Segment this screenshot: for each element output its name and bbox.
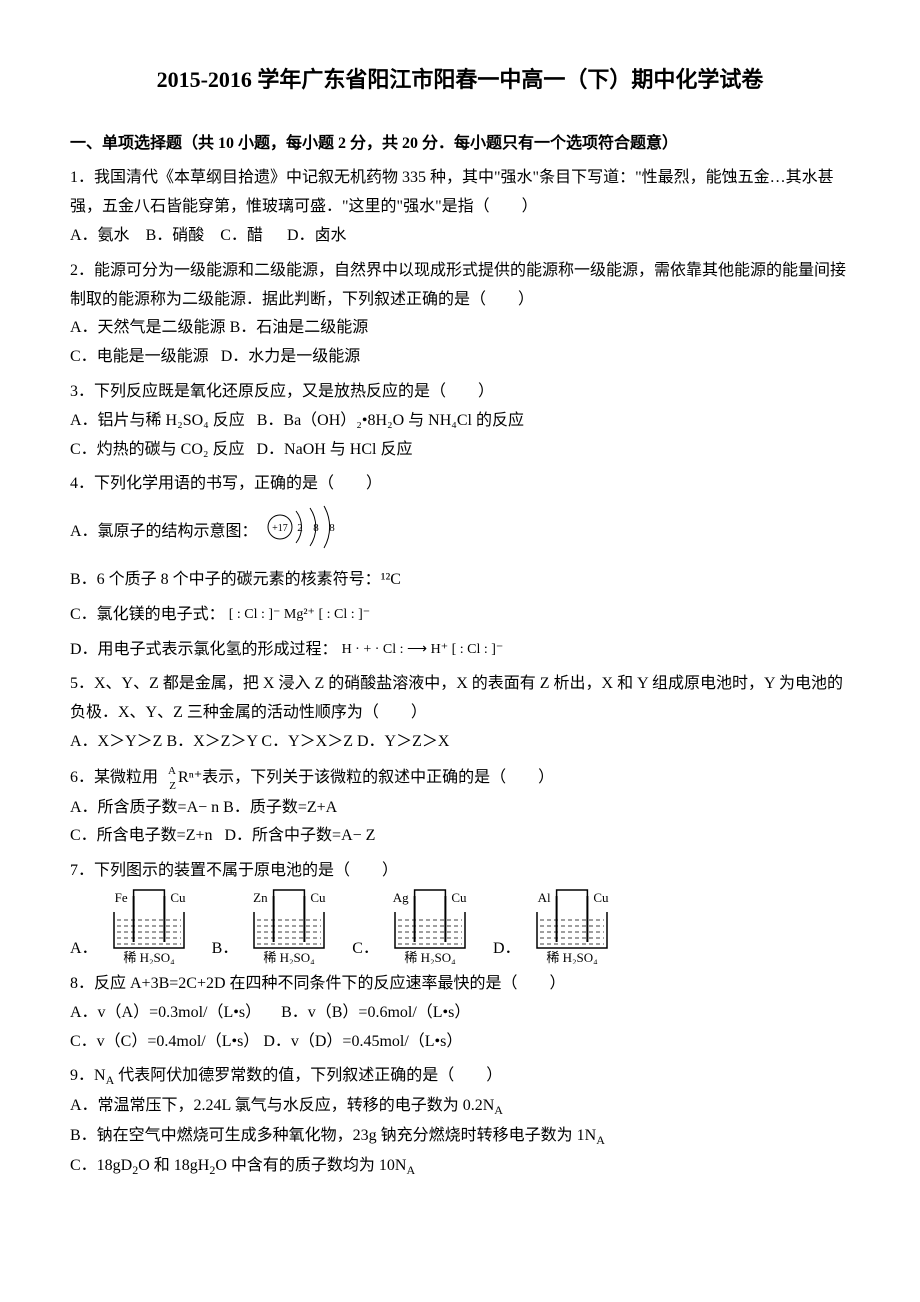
svg-text:Cu: Cu	[451, 890, 467, 905]
q4-optC-text: C．氯化镁的电子式：	[70, 606, 225, 623]
q7-device-label-1: B．	[212, 935, 239, 964]
q5-optC: C．Y＞X＞Z	[261, 733, 353, 750]
q8-optB: B．v（B）=0.6mol/（L•s）	[281, 1004, 470, 1021]
q3-optA: A．铝片与稀 H₂SO₄ 反应	[70, 412, 245, 429]
q2-optA: A．天然气是二级能源	[70, 319, 226, 336]
svg-text:Al: Al	[537, 890, 550, 905]
q4-stem: 4．下列化学用语的书写，正确的是（ ）	[70, 475, 382, 492]
atom-nucleus-label: +17	[272, 523, 288, 534]
question-8: 8．反应 A+3B=2C+2D 在四种不同条件下的反应速率最快的是（ ） A．v…	[70, 970, 850, 1056]
q5-optD: D．Y＞Z＞X	[357, 733, 449, 750]
q6-stem-a: 6．某微粒用	[70, 769, 162, 786]
atom-structure-diagram: +17 2 8 8	[262, 505, 372, 560]
question-2: 2．能源可分为一级能源和二级能源，自然界中以现成形式提供的能源称一级能源，需依靠…	[70, 257, 850, 372]
q1-optA: A．氨水	[70, 227, 130, 244]
svg-text:Cu: Cu	[593, 890, 609, 905]
q5-optA: A．X＞Y＞Z	[70, 733, 162, 750]
svg-text:Zn: Zn	[253, 890, 268, 905]
q7-device-label-0: A．	[70, 935, 98, 964]
svg-text:Cu: Cu	[170, 890, 186, 905]
question-1: 1．我国清代《本草纲目拾遗》中记叙无机药物 335 种，其中"强水"条目下写道：…	[70, 164, 850, 250]
q3-optC: C．灼热的碳与 CO₂ 反应	[70, 441, 244, 458]
atom-shell-2: 8	[313, 522, 319, 534]
question-5: 5．X、Y、Z 都是金属，把 X 浸入 Z 的硝酸盐溶液中，X 的表面有 Z 析…	[70, 670, 850, 756]
question-3: 3．下列反应既是氧化还原反应，又是放热反应的是（ ） A．铝片与稀 H₂SO₄ …	[70, 378, 850, 464]
q7-devices: A．FeCu稀 H₂SO₄B．ZnCu稀 H₂SO₄C．AgCu稀 H₂SO₄D…	[70, 886, 617, 964]
page-title: 2015-2016 学年广东省阳江市阳春一中高一（下）期中化学试卷	[70, 60, 850, 100]
nuclide-Z: Z	[169, 780, 176, 791]
q7-device-label-3: D．	[493, 935, 521, 964]
nuclide-symbol: A Z	[162, 763, 178, 794]
q8-optD: D．v（D）=0.45mol/（L•s）	[263, 1033, 462, 1050]
question-4: 4．下列化学用语的书写，正确的是（ ） A．氯原子的结构示意图： +17 2 8…	[70, 470, 850, 664]
q6-optC: C．所含电子数=Z+n	[70, 827, 213, 844]
q7-device-2: C． Ag Cu 稀 H₂SO₄	[352, 886, 475, 964]
q1-optC: C．醋	[220, 227, 263, 244]
q1-optD: D．卤水	[287, 227, 347, 244]
svg-text:Cu: Cu	[311, 890, 327, 905]
q3-optB: B．Ba（OH）₂•8H₂O 与 NH₄Cl 的反应	[257, 412, 524, 429]
svg-text:Ag: Ag	[393, 890, 409, 905]
q6-optA: A．所含质子数=A− n	[70, 799, 219, 816]
q6-stem-b: Rⁿ⁺表示，下列关于该微粒的叙述中正确的是（ ）	[178, 769, 554, 786]
q7-stem: 7．下列图示的装置不属于原电池的是（ ）	[70, 862, 398, 879]
q4-optB-symbol: ¹²C	[381, 571, 401, 588]
svg-text:稀 H₂SO₄: 稀 H₂SO₄	[123, 950, 175, 964]
q9-optA: A．常温常压下，2.24L 氯气与水反应，转移的电子数为 0.2NA	[70, 1097, 503, 1114]
q8-optA: A．v（A）=0.3mol/（L•s）	[70, 1004, 261, 1021]
q5-optB: B．X＞Z＞Y	[166, 733, 257, 750]
svg-text:稀 H₂SO₄: 稀 H₂SO₄	[264, 950, 316, 964]
q9-stem: 9．NA 代表阿伏加德罗常数的值，下列叙述正确的是（ ）	[70, 1067, 502, 1084]
q6-optD: D．所含中子数=A− Z	[225, 827, 376, 844]
nuclide-A: A	[168, 765, 176, 777]
q4-optA-text: A．氯原子的结构示意图：	[70, 523, 258, 540]
svg-text:Fe: Fe	[114, 890, 127, 905]
q2-optB: B．石油是二级能源	[230, 319, 369, 336]
q7-device-1: B． Zn Cu 稀 H₂SO₄	[212, 886, 335, 964]
q3-stem: 3．下列反应既是氧化还原反应，又是放热反应的是（ ）	[70, 383, 494, 400]
q9-optB: B．钠在空气中燃烧可生成多种氧化物，23g 钠充分燃烧时转移电子数为 1NA	[70, 1127, 605, 1144]
q4-optD-text: D．用电子式表示氯化氢的形成过程：	[70, 641, 338, 658]
question-6: 6．某微粒用 A Z Rⁿ⁺表示，下列关于该微粒的叙述中正确的是（ ） A．所含…	[70, 763, 850, 851]
atom-shell-3: 8	[329, 522, 335, 534]
q2-optD: D．水力是一级能源	[221, 348, 361, 365]
q8-stem: 8．反应 A+3B=2C+2D 在四种不同条件下的反应速率最快的是（ ）	[70, 975, 566, 992]
question-9: 9．NA 代表阿伏加德罗常数的值，下列叙述正确的是（ ） A．常温常压下，2.2…	[70, 1062, 850, 1181]
q7-device-3: D． Al Cu 稀 H₂SO₄	[493, 886, 617, 964]
q6-optB: B．质子数=Z+A	[223, 799, 337, 816]
q3-optD: D．NaOH 与 HCl 反应	[256, 441, 412, 458]
q2-optC: C．电能是一级能源	[70, 348, 209, 365]
q2-stem: 2．能源可分为一级能源和二级能源，自然界中以现成形式提供的能源称一级能源，需依靠…	[70, 262, 846, 308]
atom-shell-1: 2	[297, 522, 303, 534]
mgcl2-electron-formula: [ : Cl : ]⁻ Mg²⁺ [ : Cl : ]⁻	[229, 602, 370, 627]
q1-stem: 1．我国清代《本草纲目拾遗》中记叙无机药物 335 种，其中"强水"条目下写道：…	[70, 169, 834, 215]
q7-device-0: A． Fe Cu 稀 H₂SO₄	[70, 886, 194, 964]
q5-stem: 5．X、Y、Z 都是金属，把 X 浸入 Z 的硝酸盐溶液中，X 的表面有 Z 析…	[70, 675, 843, 721]
q4-optB-text: B．6 个质子 8 个中子的碳元素的核素符号：	[70, 571, 381, 588]
question-7: 7．下列图示的装置不属于原电池的是（ ） A． Fe Cu 稀 H₂SO₄ B． Zn Cu…	[70, 857, 850, 964]
q1-optB: B．硝酸	[146, 227, 205, 244]
q9-optC: C．18gD2O 和 18gH2O 中含有的质子数均为 10NA	[70, 1157, 415, 1174]
q8-optC: C．v（C）=0.4mol/（L•s）	[70, 1033, 259, 1050]
svg-text:稀 H₂SO₄: 稀 H₂SO₄	[546, 950, 598, 964]
section-header: 一、单项选择题（共 10 小题，每小题 2 分，共 20 分．每小题只有一个选项…	[70, 130, 850, 159]
svg-text:稀 H₂SO₄: 稀 H₂SO₄	[404, 950, 456, 964]
q7-device-label-2: C．	[352, 935, 379, 964]
hcl-formation-formula: H · + · Cl : ⟶ H⁺ [ : Cl : ]⁻	[342, 637, 504, 662]
